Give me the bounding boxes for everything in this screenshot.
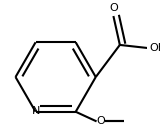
Text: OH: OH: [149, 43, 160, 53]
Text: O: O: [109, 3, 118, 13]
Text: N: N: [32, 106, 41, 116]
Text: O: O: [96, 116, 105, 126]
